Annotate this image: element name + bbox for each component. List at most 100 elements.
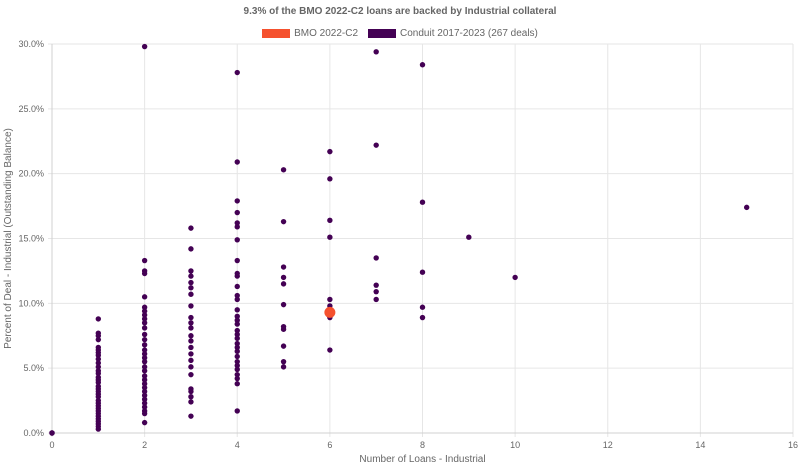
data-point-conduit <box>280 274 287 281</box>
data-point-conduit <box>188 333 194 339</box>
data-point-conduit <box>188 225 194 231</box>
data-point-conduit <box>141 368 148 374</box>
x-tick-label: 16 <box>788 440 798 450</box>
y-tick-label: 10.0% <box>18 298 44 308</box>
x-tick-label: 14 <box>695 440 705 450</box>
legend-swatch-bmo <box>262 29 291 38</box>
x-axis-label: Number of Loans - Industrial <box>359 454 485 465</box>
data-point-conduit <box>373 296 379 303</box>
data-point-conduit <box>743 204 750 211</box>
data-point-conduit <box>188 413 194 419</box>
data-point-conduit <box>188 351 194 357</box>
data-point-conduit <box>188 285 194 291</box>
data-point-conduit <box>188 268 194 274</box>
data-point-conduit <box>188 371 194 378</box>
data-point-conduit <box>234 366 240 373</box>
series-conduit <box>49 43 750 436</box>
data-point-conduit <box>234 283 240 290</box>
x-tick-label: 12 <box>603 440 613 450</box>
data-point-conduit <box>141 270 148 277</box>
data-point-conduit <box>95 360 102 366</box>
data-point-conduit <box>95 393 102 400</box>
data-point-conduit <box>141 400 148 406</box>
data-point-conduit <box>512 274 518 281</box>
y-tick-label: 5.0% <box>23 363 44 373</box>
data-point-conduit <box>234 358 240 365</box>
data-point-conduit <box>327 296 333 303</box>
data-point-conduit <box>141 381 148 387</box>
x-tick-label: 4 <box>235 440 240 450</box>
data-point-conduit <box>49 430 55 436</box>
y-axis-label: Percent of Deal - Industrial (Outstandin… <box>3 128 14 349</box>
data-point-conduit <box>234 296 240 303</box>
data-point-conduit <box>234 327 240 334</box>
data-point-conduit <box>188 344 194 351</box>
x-tick-label: 6 <box>327 440 332 450</box>
data-point-conduit <box>141 316 148 322</box>
data-point-conduit <box>234 353 240 360</box>
data-point-conduit <box>188 320 194 326</box>
x-tick-label: 2 <box>142 440 147 450</box>
grid <box>48 43 794 437</box>
data-point-conduit <box>188 303 194 309</box>
data-point-conduit <box>234 344 240 351</box>
data-point-conduit <box>234 375 240 382</box>
data-point-conduit <box>234 257 240 264</box>
y-tick-label: 30.0% <box>18 39 44 49</box>
x-tick-label: 10 <box>510 440 520 450</box>
data-point-conduit <box>280 167 287 173</box>
data-point-conduit <box>141 257 148 264</box>
data-point-conduit <box>188 399 194 405</box>
data-point-conduit <box>141 358 148 365</box>
data-point-conduit <box>188 279 194 286</box>
data-point-conduit <box>280 264 287 270</box>
data-point-conduit <box>95 370 102 377</box>
data-point-conduit <box>327 347 333 353</box>
data-point-conduit <box>234 331 240 338</box>
y-axis-ticks: 0.0% 5.0% 10.0% 15.0% 20.0% 25.0% 30.0% <box>18 39 44 438</box>
data-point-conduit <box>234 159 240 165</box>
data-point-conduit <box>373 142 379 148</box>
data-point-conduit <box>141 377 148 383</box>
data-point-conduit <box>419 269 426 275</box>
data-point-conduit <box>141 373 148 379</box>
data-point-conduit <box>234 292 240 299</box>
data-point-conduit <box>141 304 148 310</box>
data-point-conduit <box>188 273 194 279</box>
data-point-conduit <box>95 379 102 386</box>
x-tick-label: 0 <box>49 440 54 450</box>
data-point-conduit <box>234 209 240 216</box>
data-point-conduit <box>373 288 379 295</box>
data-point-conduit <box>188 364 194 370</box>
data-point-conduit <box>234 307 240 313</box>
data-point-conduit <box>141 294 148 300</box>
data-point-conduit <box>188 393 194 400</box>
y-tick-label: 20.0% <box>18 169 44 179</box>
legend-item-conduit[interactable]: Conduit 2017-2023 (267 deals) <box>368 28 538 39</box>
data-point-conduit <box>95 333 102 339</box>
data-point-conduit <box>280 218 287 225</box>
data-point-conduit <box>280 281 287 287</box>
data-point-conduit <box>95 336 102 343</box>
data-point-conduit <box>141 43 148 50</box>
data-point-conduit <box>141 308 148 314</box>
y-tick-label: 0.0% <box>23 428 44 438</box>
legend-item-bmo[interactable]: BMO 2022-C2 <box>262 28 358 39</box>
legend-label-bmo: BMO 2022-C2 <box>294 28 359 39</box>
data-point-conduit <box>373 282 379 288</box>
data-point-conduit <box>234 69 240 76</box>
data-point-conduit <box>141 396 148 402</box>
data-point-conduit <box>280 326 287 332</box>
data-point-conduit <box>234 224 240 230</box>
legend-swatch-conduit <box>368 29 397 38</box>
data-point-conduit <box>95 316 102 322</box>
data-point-conduit <box>419 314 426 321</box>
chart-legend: BMO 2022-C2 Conduit 2017-2023 (267 deals… <box>0 28 800 39</box>
data-point-conduit <box>188 291 194 297</box>
data-point-conduit <box>234 321 240 327</box>
x-tick-label: 8 <box>420 440 425 450</box>
data-point-conduit <box>141 419 148 426</box>
data-point-conduit <box>141 355 148 361</box>
